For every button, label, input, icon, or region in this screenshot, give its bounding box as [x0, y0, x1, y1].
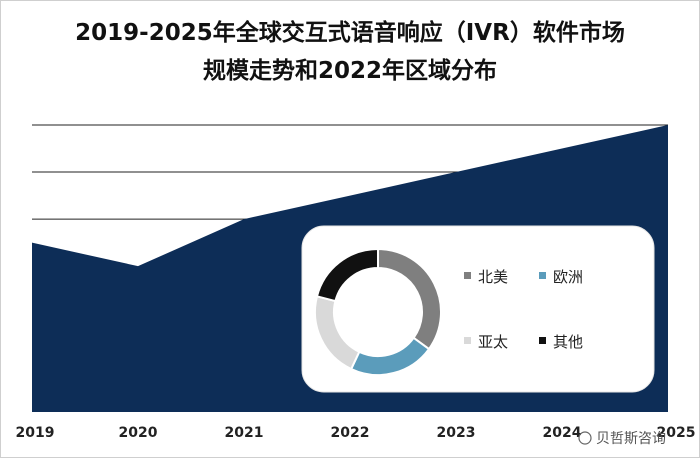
legend-label-0: 北美	[478, 268, 508, 286]
x-tick-2024: 2024	[543, 425, 582, 441]
x-tick-2019: 2019	[16, 425, 55, 441]
x-tick-2021: 2021	[225, 425, 264, 441]
donut-slice-3	[315, 247, 379, 303]
legend-marker-1	[539, 272, 546, 279]
watermark-text: 贝哲斯咨询	[596, 431, 666, 447]
x-tick-2022: 2022	[331, 425, 370, 441]
x-axis-ticks: 2019 2020 2021 2022 2023 2024 2025	[16, 425, 696, 441]
donut-chart	[314, 247, 442, 376]
legend-label-3: 其他	[553, 333, 583, 351]
weibo-icon	[578, 431, 592, 445]
legend-marker-0	[464, 272, 471, 279]
title-line-1: 2019-2025年全球交互式语音响应（IVR）软件市场	[75, 20, 625, 46]
chart-title: 2019-2025年全球交互式语音响应（IVR）软件市场 规模走势和2022年区…	[0, 14, 700, 90]
title-line-2: 规模走势和2022年区域分布	[202, 58, 497, 84]
legend-marker-3	[539, 337, 546, 344]
legend-marker-2	[464, 337, 471, 344]
watermark: 贝哲斯咨询	[578, 431, 666, 447]
x-tick-2023: 2023	[437, 425, 476, 441]
legend-label-2: 亚太	[478, 333, 508, 351]
legend-label-1: 欧洲	[553, 268, 583, 286]
x-tick-2020: 2020	[119, 425, 158, 441]
x-tick-2025: 2025	[657, 425, 696, 441]
